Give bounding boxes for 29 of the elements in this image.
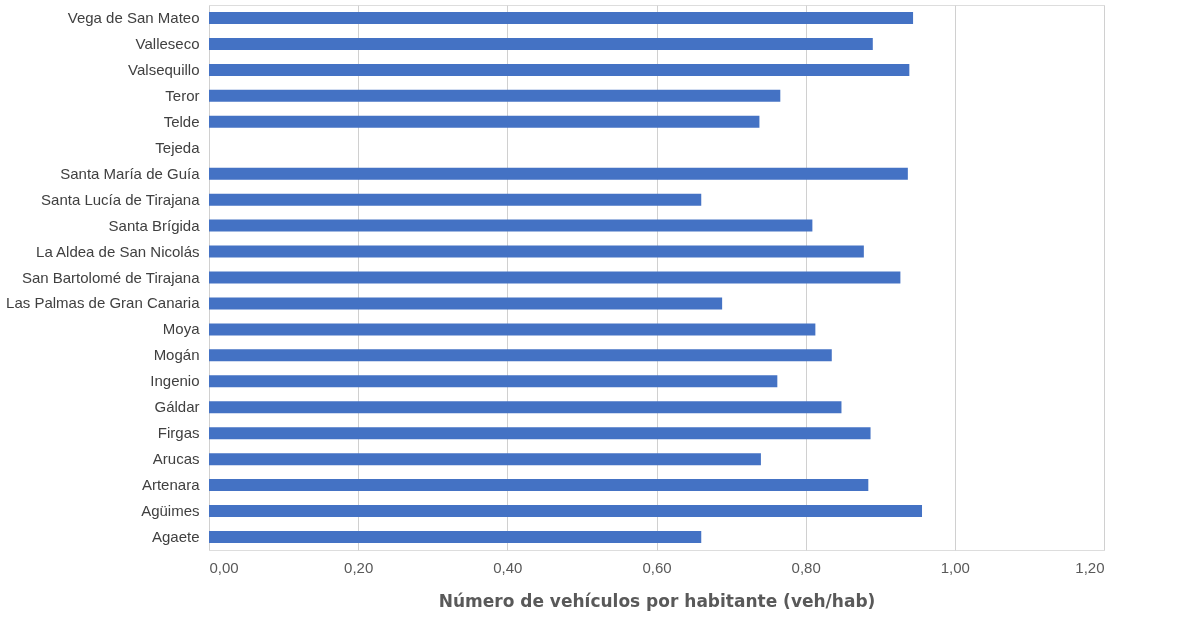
y-tick-label: Firgas [157,424,200,442]
y-tick-label: Vega de San Mateo [67,8,200,26]
y-tick-label: Moya [162,320,201,338]
y-tick-label: Telde [163,112,200,130]
y-tick-label: Tejeda [155,138,201,156]
x-tick-label: 0,00 [209,558,239,576]
x-axis-title: Número de vehículos por habitante (veh/hab) [438,590,876,611]
y-tick-label: Mogán [153,346,200,364]
y-tick-label: Santa María de Guía [60,164,201,182]
x-tick-label: 0,20 [344,558,374,576]
y-tick-label: Agaete [151,528,200,546]
x-tick-label: 1,20 [1075,558,1105,576]
y-tick-label: Valsequillo [128,60,200,78]
x-tick-label: 0,40 [493,558,523,576]
y-tick-label: Las Palmas de Gran Canaria [6,294,201,312]
x-tick-label: 0,80 [791,558,821,576]
y-tick-label: Santa Brígida [108,216,201,234]
y-tick-label: Agüimes [141,502,200,520]
y-tick-label: Gáldar [154,398,200,416]
y-tick-label: Ingenio [150,372,200,390]
y-tick-label: Arucas [152,450,200,468]
y-tick-label: Santa Lucía de Tirajana [41,190,201,208]
y-tick-label: Artenara [141,476,201,494]
x-tick-label: 0,60 [642,558,672,576]
x-tick-label: 1,00 [940,558,970,576]
y-tick-label: San Bartolomé de Tirajana [21,268,201,286]
y-tick-label: Teror [165,86,200,104]
y-tick-label: La Aldea de San Nicolás [36,242,200,260]
y-tick-label: Valleseco [135,34,200,52]
